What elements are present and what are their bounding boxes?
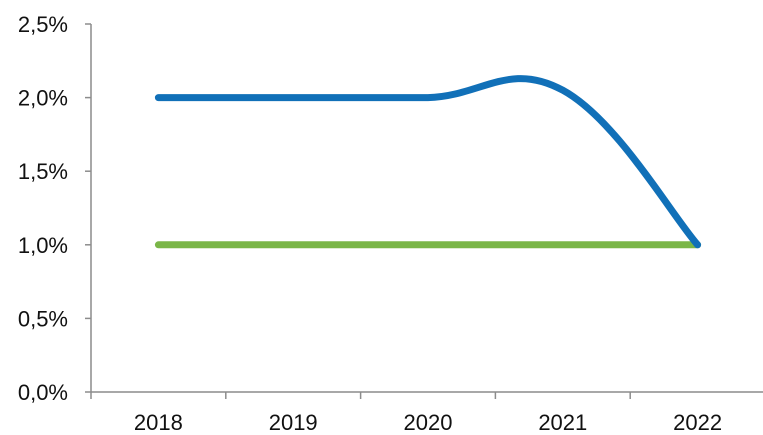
series-lines [154, 75, 702, 249]
x-tick-label: 2020 [404, 410, 453, 435]
y-tick-label: 2,5% [18, 12, 68, 37]
y-tick-label: 0,0% [18, 380, 68, 405]
y-tick-label: 0,5% [18, 306, 68, 331]
y-tick-label: 1,5% [18, 159, 68, 184]
y-tick-label: 1,0% [18, 233, 68, 258]
x-tick-label: 2019 [269, 410, 318, 435]
series-line-1 [154, 75, 702, 249]
axes [90, 24, 763, 393]
x-axis-ticks: 2018 2019 2020 2021 2022 [90, 392, 722, 435]
x-tick-label: 2022 [673, 410, 722, 435]
y-tick-label: 2,0% [18, 86, 68, 111]
x-tick-label: 2018 [134, 410, 183, 435]
x-tick-label: 2021 [538, 410, 587, 435]
y-axis-ticks: 0,0% 0,5% 1,0% 1,5% 2,0% 2,5% [18, 12, 91, 405]
